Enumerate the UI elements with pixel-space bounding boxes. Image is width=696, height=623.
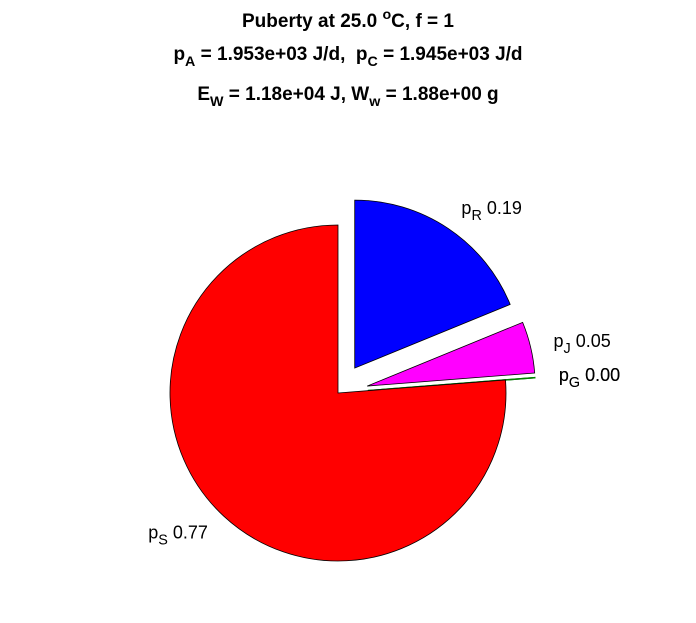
- subscript: w: [368, 94, 381, 110]
- subscript: J: [564, 341, 571, 357]
- subscript: R: [471, 208, 481, 224]
- pie-slice: [354, 199, 511, 369]
- chart-title: pA = 1.953e+03 J/d, pC = 1.945e+03 J/d: [173, 44, 522, 70]
- category-name: p: [148, 522, 158, 542]
- text-part: = 1.945e+03 J/d: [378, 44, 523, 65]
- chart-title: Puberty at 25.0 oC, f = 1: [242, 7, 454, 32]
- value-label: 0.19: [487, 198, 522, 218]
- value-label: 0.00: [585, 365, 620, 385]
- subscript: S: [158, 532, 168, 548]
- subscript: G: [569, 375, 580, 391]
- pie-slice: [169, 224, 507, 562]
- category-name: p: [559, 365, 569, 385]
- slice-label: pR 0.19: [461, 198, 521, 224]
- subscript: W: [210, 94, 224, 110]
- text-part: E: [197, 84, 210, 105]
- category-name: p: [559, 365, 569, 385]
- value-label: 0.77: [173, 522, 208, 542]
- value-label: 0.00: [585, 365, 620, 385]
- text-part: C, f = 1: [391, 11, 454, 32]
- subscript: G: [569, 375, 580, 391]
- slice-label: pG 0.00: [559, 365, 620, 391]
- slice-label: pJ 0.05: [554, 331, 611, 357]
- pie-slice: [367, 321, 536, 387]
- text-part: = 1.953e+03 J/d, p: [195, 44, 367, 65]
- text-part: = 1.18e+04 J, W: [223, 84, 369, 105]
- category-name: p: [554, 331, 564, 351]
- subscript: C: [368, 54, 378, 70]
- value-label: 0.05: [576, 331, 611, 351]
- category-name: p: [461, 198, 471, 218]
- subscript: A: [185, 54, 195, 70]
- text-part: p: [173, 44, 185, 65]
- chart-title: EW = 1.18e+04 J, Ww = 1.88e+00 g: [197, 84, 498, 110]
- supscript: o: [382, 7, 391, 23]
- slice-label: pG 0.00: [559, 365, 620, 391]
- text-part: Puberty at 25.0: [242, 11, 382, 32]
- text-part: = 1.88e+00 g: [380, 84, 498, 105]
- slice-label: pS 0.77: [148, 522, 208, 548]
